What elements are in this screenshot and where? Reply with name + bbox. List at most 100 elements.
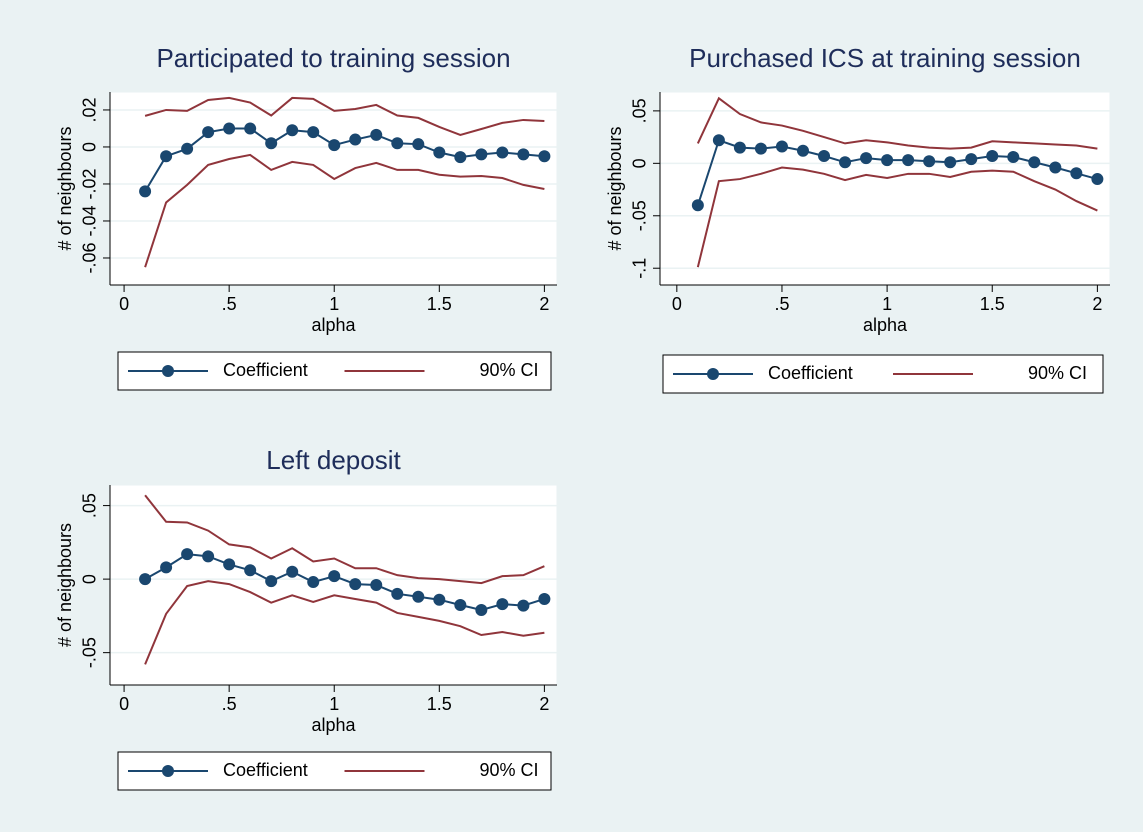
y-tick-label: -.1 — [630, 258, 650, 279]
legend-label: Coefficient — [223, 360, 308, 380]
marker — [691, 199, 704, 212]
marker — [475, 148, 488, 161]
marker — [433, 146, 446, 159]
marker — [986, 149, 999, 162]
marker — [391, 587, 404, 600]
marker — [181, 142, 194, 155]
y-tick-label: -.06 — [80, 242, 100, 273]
y-tick-label: 0 — [630, 158, 650, 168]
ci-lower-line — [696, 166, 1098, 268]
marker — [160, 150, 173, 163]
marker — [475, 604, 488, 616]
y-axis-title: # of neighbours — [55, 523, 75, 647]
marker — [223, 122, 236, 135]
plot-area — [659, 91, 1111, 286]
x-tick-label: 1 — [329, 694, 339, 714]
marker — [349, 133, 362, 146]
marker — [244, 122, 257, 135]
x-tick-label: 2 — [1092, 294, 1102, 314]
y-axis-title: # of neighbours — [605, 126, 625, 250]
marker — [202, 126, 215, 139]
marker — [1007, 151, 1020, 164]
marker — [286, 124, 299, 137]
marker — [1049, 161, 1062, 174]
marker — [860, 152, 873, 165]
marker — [1028, 156, 1041, 169]
x-tick-label: .5 — [774, 294, 789, 314]
marker — [412, 590, 425, 603]
marker — [796, 144, 809, 157]
marker — [454, 151, 467, 164]
marker — [517, 148, 530, 161]
x-tick-label: 0 — [672, 294, 682, 314]
marker — [733, 141, 746, 154]
legend-marker — [162, 365, 174, 377]
marker — [1091, 173, 1104, 186]
marker — [496, 146, 509, 159]
x-tick-label: 2 — [539, 294, 549, 314]
plot-area — [109, 484, 558, 686]
marker — [265, 137, 278, 150]
chart-title: Participated to training session — [156, 43, 510, 73]
x-tick-label: 1.5 — [980, 294, 1005, 314]
legend-label: 90% CI — [1028, 363, 1087, 383]
chart-title: Left deposit — [266, 445, 401, 475]
x-tick-label: 1 — [329, 294, 339, 314]
legend-label: 90% CI — [480, 360, 539, 380]
marker — [160, 561, 173, 574]
marker — [433, 593, 446, 606]
marker — [307, 126, 320, 139]
marker — [965, 153, 978, 166]
x-tick-label: .5 — [222, 294, 237, 314]
x-tick-label: .5 — [222, 694, 237, 714]
x-axis-title: alpha — [863, 315, 908, 335]
x-axis-title: alpha — [311, 315, 356, 335]
ci-lower-line — [144, 153, 545, 268]
marker — [328, 570, 341, 583]
marker — [839, 156, 852, 169]
y-tick-label: -.05 — [80, 637, 100, 668]
marker — [454, 599, 467, 611]
ci-upper-line — [144, 494, 545, 585]
y-tick-label: -.02 — [80, 168, 100, 199]
legend-label: 90% CI — [480, 760, 539, 780]
marker — [181, 548, 194, 561]
y-tick-label: 0 — [80, 574, 100, 584]
marker — [412, 138, 425, 151]
legend-marker — [162, 765, 174, 777]
y-tick-label: 0 — [80, 142, 100, 152]
x-tick-label: 1 — [882, 294, 892, 314]
ci-lower-line — [144, 580, 545, 665]
marker — [538, 150, 551, 163]
legend-label: Coefficient — [223, 760, 308, 780]
x-axis-title: alpha — [311, 715, 356, 735]
marker — [202, 550, 215, 563]
marker — [881, 154, 894, 167]
x-tick-label: 1.5 — [427, 694, 452, 714]
marker — [391, 137, 404, 150]
marker — [139, 573, 152, 586]
marker — [754, 142, 767, 155]
y-tick-label: -.05 — [630, 200, 650, 231]
y-tick-label: .02 — [80, 97, 100, 122]
marker — [818, 149, 831, 162]
x-tick-label: 1.5 — [427, 294, 452, 314]
y-tick-label: .05 — [630, 98, 650, 123]
marker — [265, 575, 278, 588]
marker — [712, 134, 725, 147]
marker — [286, 565, 299, 578]
ci-upper-line — [696, 96, 1098, 150]
chart-title: Purchased ICS at training session — [689, 43, 1081, 73]
y-tick-label: -.04 — [80, 205, 100, 236]
ci-upper-line — [144, 96, 545, 136]
marker — [775, 140, 788, 153]
x-tick-label: 2 — [539, 694, 549, 714]
y-tick-label: .05 — [80, 493, 100, 518]
marker — [902, 154, 915, 167]
marker — [923, 155, 936, 168]
marker — [370, 128, 383, 141]
marker — [496, 598, 509, 611]
marker — [517, 599, 530, 612]
marker — [139, 185, 152, 198]
